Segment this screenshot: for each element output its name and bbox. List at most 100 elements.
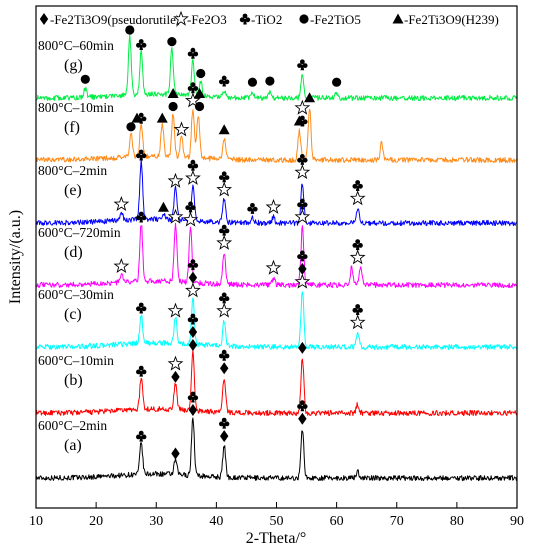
series-condition-g: 800°C–60min [38, 38, 114, 53]
circle-marker [332, 77, 342, 87]
club-marker [187, 159, 199, 171]
x-axis-ticks: 10 20 30 40 50 60 70 80 90 [29, 502, 524, 529]
club-marker [218, 292, 230, 304]
legend-entry: -Fe2Ti3O9(H239) [392, 12, 499, 27]
legend-label: -TiO2 [251, 12, 282, 27]
x-tick-label: 70 [390, 514, 404, 529]
diamond-marker [298, 412, 307, 425]
series-line-c [35, 291, 518, 351]
diamond-marker [188, 404, 198, 416]
series-letter-c: (c) [64, 306, 82, 323]
club-marker [297, 400, 308, 412]
circle-marker [247, 77, 258, 87]
series-condition-d: 600°C–720min [38, 225, 121, 240]
x-tick-label: 30 [149, 514, 163, 529]
club-marker [352, 180, 363, 191]
club-marker [297, 154, 308, 165]
club-marker [187, 313, 199, 325]
diamond-marker [39, 13, 49, 25]
series-line-a [35, 417, 518, 482]
series-line-f [35, 108, 518, 164]
star-marker [185, 169, 201, 185]
x-tick-label: 60 [330, 514, 344, 529]
star-marker [349, 249, 366, 265]
star-marker [349, 314, 366, 330]
star-marker [113, 195, 130, 212]
star-marker [167, 208, 184, 224]
club-marker [239, 13, 251, 25]
diamond-marker [188, 271, 198, 284]
club-marker [218, 171, 230, 183]
club-marker [297, 115, 308, 127]
star-marker [265, 259, 282, 275]
triangle-marker [156, 112, 168, 123]
series-line-d [35, 222, 518, 289]
star-marker [182, 211, 199, 227]
legend-entry: -TiO2 [239, 12, 282, 27]
plot-frame [35, 5, 518, 509]
legend-label: -Fe2O3 [187, 12, 227, 27]
legend-label: -Fe2Ti3O9(H239) [404, 12, 499, 27]
star-marker [216, 181, 233, 197]
club-marker [297, 198, 308, 210]
diamond-marker [298, 262, 307, 275]
legend-label: -Fe2Ti3O9(pseudorutile) [50, 12, 180, 27]
diamond-marker [171, 447, 180, 460]
club-marker [136, 211, 147, 223]
club-marker [297, 59, 308, 71]
series-letter-e: (e) [64, 182, 82, 199]
club-marker [136, 39, 147, 50]
club-marker [185, 201, 196, 213]
star-marker [294, 164, 311, 180]
x-tick-label: 90 [510, 514, 524, 529]
circle-marker [299, 14, 309, 24]
star-marker [113, 257, 130, 274]
star-marker [167, 302, 184, 318]
y-axis-label: Intensity/(a.u.) [7, 210, 24, 304]
series-line-g [35, 34, 518, 102]
series-letter-f: (f) [64, 119, 80, 136]
series-condition-b: 600°C–10min [38, 353, 114, 368]
star-marker [294, 273, 311, 289]
series-condition-f: 800°C–10min [38, 100, 114, 115]
club-marker [218, 417, 230, 429]
star-marker [265, 198, 282, 214]
series-line-e [35, 158, 518, 227]
club-marker [187, 259, 199, 271]
club-marker [136, 302, 147, 314]
circle-marker [125, 25, 135, 35]
club-marker [136, 365, 147, 377]
legend-entry: -Fe2TiO5 [299, 12, 361, 27]
series-letter-d: (d) [64, 244, 83, 261]
circle-marker [194, 101, 205, 112]
club-marker [136, 149, 147, 161]
triangle-marker [157, 201, 169, 212]
star-marker [185, 92, 201, 108]
star-marker [294, 208, 311, 224]
star-marker [216, 302, 233, 318]
star-marker [173, 121, 190, 137]
star-marker [167, 355, 184, 371]
x-tick-label: 20 [89, 514, 103, 529]
club-marker [218, 75, 230, 87]
circle-marker [167, 37, 177, 47]
series-letter-g: (g) [64, 57, 83, 74]
star-marker [185, 282, 201, 298]
triangle-marker [392, 13, 404, 24]
circle-marker [196, 68, 206, 79]
club-marker [352, 239, 363, 251]
x-tick-label: 40 [209, 514, 223, 529]
club-marker [136, 112, 147, 124]
series-line-b [35, 349, 518, 417]
legend: -Fe2Ti3O9(pseudorutile) -Fe2O3 -TiO2 -Fe2Ti… [39, 10, 499, 27]
club-marker [218, 224, 230, 236]
diamond-marker [298, 341, 307, 354]
x-tick-label: 80 [450, 514, 464, 529]
circle-marker [80, 74, 90, 84]
peak-markers-layer [80, 25, 366, 460]
circle-marker [265, 76, 275, 86]
triangle-marker [194, 88, 206, 98]
triangle-marker [167, 88, 179, 98]
star-marker [349, 190, 366, 206]
